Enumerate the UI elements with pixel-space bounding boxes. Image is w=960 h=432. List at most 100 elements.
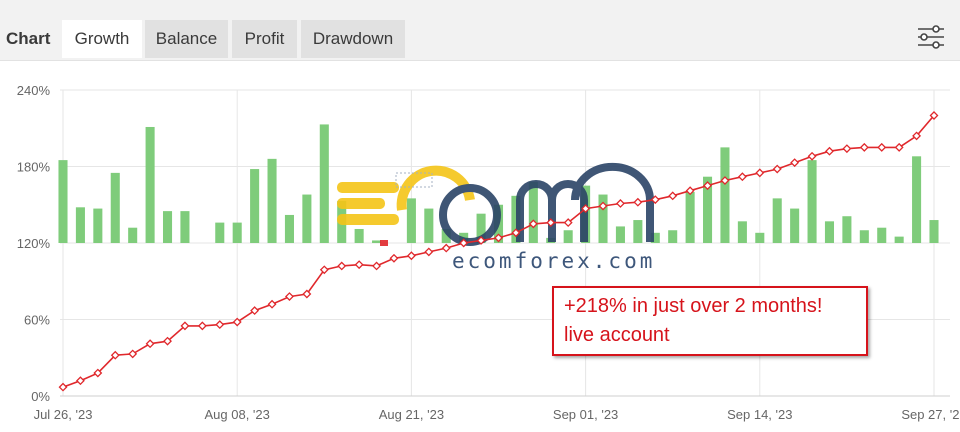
growth-point xyxy=(772,164,782,174)
growth-point xyxy=(737,172,747,182)
y-tick-label: 60% xyxy=(24,313,50,328)
growth-point xyxy=(563,218,573,228)
growth-bar xyxy=(58,160,68,243)
growth-bar xyxy=(615,226,625,243)
growth-point xyxy=(319,265,329,275)
growth-point xyxy=(354,260,364,270)
growth-bar xyxy=(250,169,260,243)
growth-point xyxy=(894,142,904,152)
growth-bar xyxy=(110,172,120,243)
chart-tab-bar: Chart Growth Balance Profit Drawdown xyxy=(0,0,960,61)
growth-point xyxy=(250,306,260,316)
growth-bar xyxy=(598,194,608,243)
growth-point xyxy=(180,321,190,331)
growth-point xyxy=(75,376,85,386)
growth-bar xyxy=(929,220,939,243)
growth-bar xyxy=(720,147,730,243)
growth-point xyxy=(128,349,138,359)
growth-point xyxy=(285,292,294,302)
tab-drawdown[interactable]: Drawdown xyxy=(301,20,405,58)
growth-point xyxy=(424,247,434,257)
growth-point xyxy=(528,219,538,229)
growth-bar xyxy=(93,208,103,243)
growth-bar xyxy=(284,214,294,243)
growth-chart: ecomforex.com 0% 60% 120% 180% 240% Jul 26, '… xyxy=(17,83,960,422)
ecomforex-watermark: ecomforex.com xyxy=(337,162,655,273)
growth-bar xyxy=(319,124,329,243)
growth-point xyxy=(163,336,172,346)
growth-point xyxy=(476,235,486,245)
growth-bar xyxy=(128,227,138,243)
growth-point xyxy=(650,195,660,205)
growth-point xyxy=(232,317,242,327)
growth-bar xyxy=(232,222,242,243)
growth-bar xyxy=(145,126,155,243)
growth-bar xyxy=(912,156,922,243)
growth-point xyxy=(459,238,469,248)
x-tick-label: Sep 14, '23 xyxy=(727,407,792,422)
growth-point xyxy=(598,201,608,211)
growth-bar xyxy=(859,230,869,243)
growth-point xyxy=(877,142,887,152)
growth-point xyxy=(755,168,765,178)
x-tick-label: Sep 01, '23 xyxy=(553,407,618,422)
chart-heading: Chart xyxy=(6,29,51,48)
annotation-line-1: +218% in just over 2 months! xyxy=(564,295,823,317)
growth-bar xyxy=(877,227,887,243)
tab-balance[interactable]: Balance xyxy=(145,20,228,58)
growth-point xyxy=(685,186,695,196)
growth-point xyxy=(546,218,556,228)
growth-bar xyxy=(685,192,695,243)
growth-point xyxy=(912,131,922,141)
growth-point xyxy=(633,197,643,207)
growth-point xyxy=(494,233,503,243)
annotation-box: +218% in just over 2 months! live accoun… xyxy=(552,286,868,356)
growth-point xyxy=(406,251,416,261)
growth-point xyxy=(197,321,207,331)
growth-point xyxy=(668,191,678,201)
tab-profit[interactable]: Profit xyxy=(232,20,297,58)
growth-bar xyxy=(894,236,904,243)
y-tick-label: 180% xyxy=(17,160,51,175)
annotation-line-2: live account xyxy=(564,324,670,346)
growth-bar xyxy=(511,195,521,243)
growth-point xyxy=(389,253,399,263)
x-tick-label: Sep 27, '23 xyxy=(901,407,960,422)
growth-bar xyxy=(267,158,277,243)
tab-growth[interactable]: Growth xyxy=(62,20,142,58)
growth-bar xyxy=(668,230,678,243)
growth-bar xyxy=(842,216,852,243)
chart-axes: 0% 60% 120% 180% 240% Jul 26, '23 Aug 08, '23 A… xyxy=(17,83,960,422)
growth-bar xyxy=(772,198,782,243)
growth-point xyxy=(825,146,834,156)
growth-bar xyxy=(75,207,85,243)
growth-bar xyxy=(703,176,713,243)
growth-point xyxy=(372,261,382,271)
growth-point xyxy=(145,339,155,349)
growth-bar xyxy=(650,232,660,243)
growth-bar xyxy=(755,232,765,243)
growth-bar xyxy=(790,208,800,243)
growth-bar xyxy=(633,220,643,243)
growth-point xyxy=(511,228,521,238)
watermark-text: ecomforex.com xyxy=(452,249,655,273)
growth-bar xyxy=(563,230,573,243)
growth-point xyxy=(790,158,800,168)
growth-bar xyxy=(180,211,190,243)
growth-point xyxy=(807,151,817,161)
growth-point xyxy=(842,144,852,154)
growth-point xyxy=(302,289,312,299)
growth-point xyxy=(581,204,591,214)
y-tick-label: 0% xyxy=(31,389,50,404)
sliders-icon[interactable] xyxy=(914,22,948,52)
growth-line-series xyxy=(58,111,939,392)
growth-bar xyxy=(441,228,451,243)
growth-bar xyxy=(372,240,382,243)
growth-point xyxy=(110,350,120,360)
growth-point xyxy=(720,176,730,185)
growth-point xyxy=(267,299,277,309)
x-tick-label: Jul 26, '23 xyxy=(34,407,93,422)
x-tick-label: Aug 08, '23 xyxy=(205,407,270,422)
growth-point xyxy=(859,142,869,152)
growth-bar xyxy=(354,228,364,243)
